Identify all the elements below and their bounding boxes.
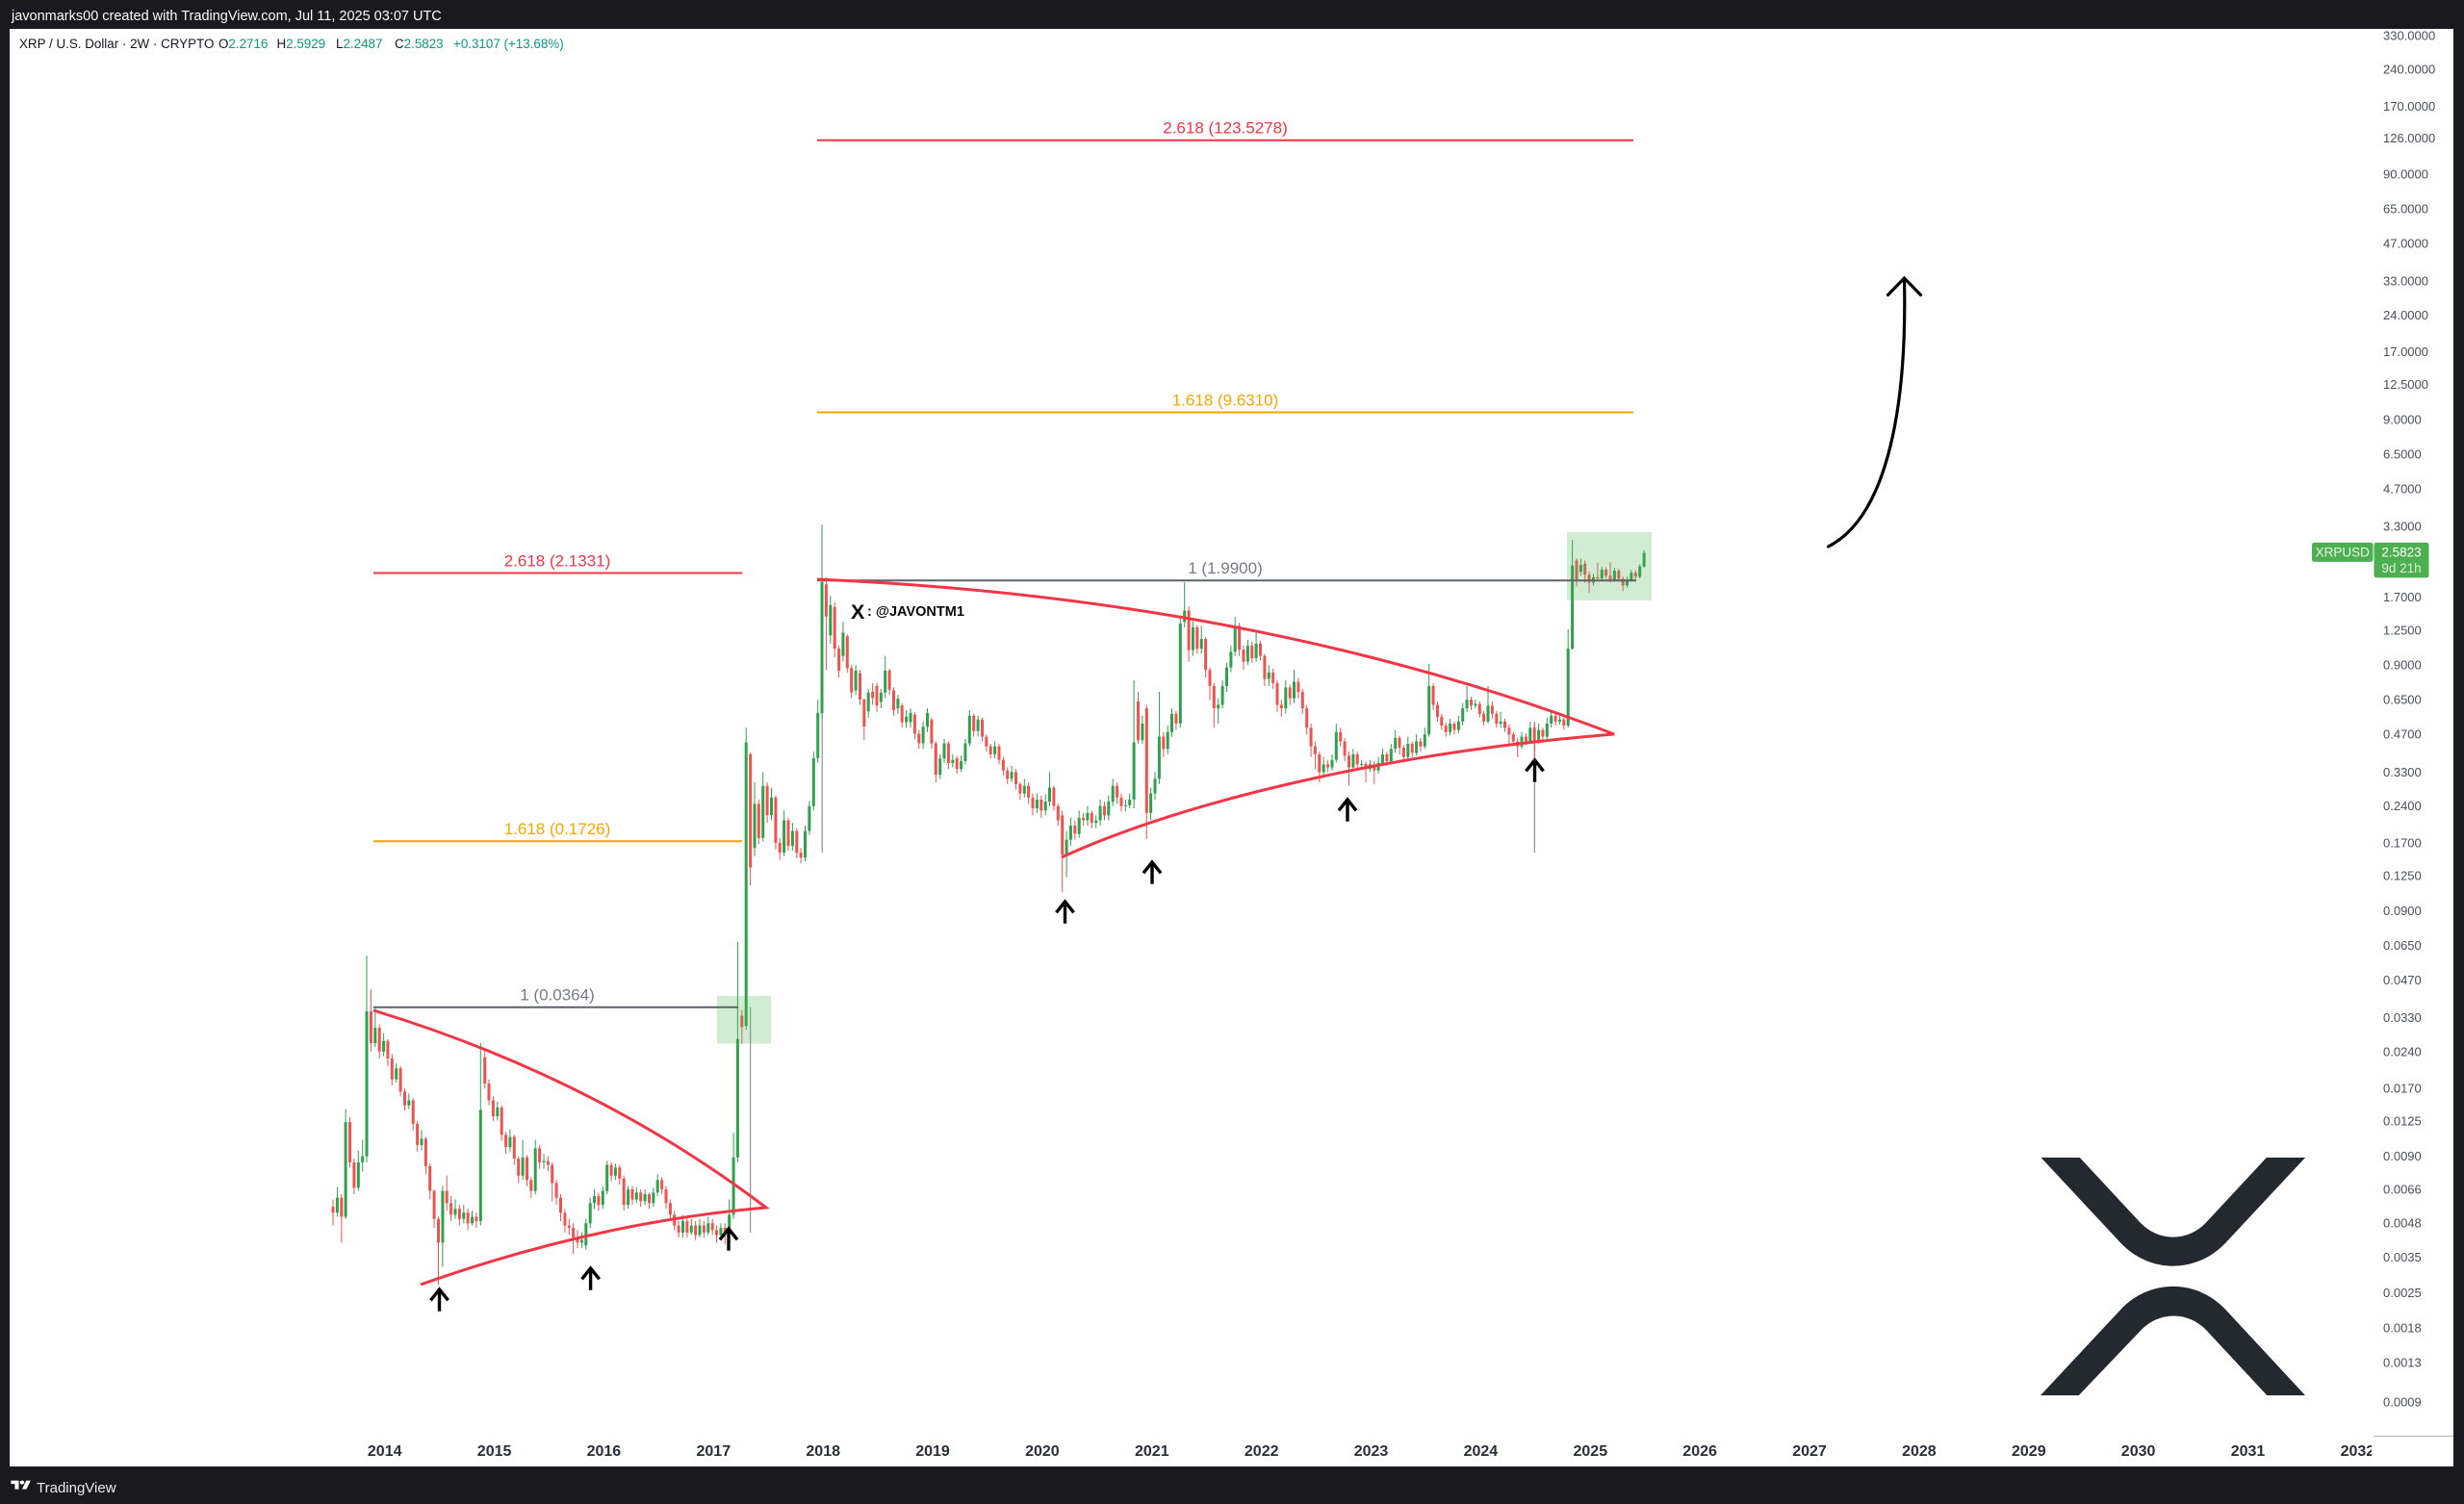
svg-text:240.0000: 240.0000 — [2383, 63, 2435, 77]
svg-text:4.7000: 4.7000 — [2383, 482, 2422, 497]
svg-text:17.0000: 17.0000 — [2383, 344, 2428, 359]
svg-text:9d 21h: 9d 21h — [2381, 561, 2421, 575]
svg-text:2021: 2021 — [1135, 1443, 1169, 1460]
svg-text:0.0125: 0.0125 — [2383, 1114, 2422, 1129]
svg-text:12.5000: 12.5000 — [2383, 377, 2428, 392]
svg-text:C2.5823: C2.5823 — [395, 37, 444, 51]
svg-text:0.4700: 0.4700 — [2383, 727, 2422, 742]
svg-text:2016: 2016 — [587, 1443, 622, 1460]
svg-text:0.0240: 0.0240 — [2383, 1044, 2422, 1058]
svg-text:0.0013: 0.0013 — [2383, 1356, 2422, 1370]
svg-text:0.0009: 0.0009 — [2383, 1394, 2422, 1409]
svg-text:0.0330: 0.0330 — [2383, 1010, 2422, 1025]
svg-text:24.0000: 24.0000 — [2383, 308, 2428, 322]
svg-text:2014: 2014 — [368, 1443, 402, 1460]
svg-text:0.0048: 0.0048 — [2383, 1216, 2422, 1231]
svg-text:2030: 2030 — [2121, 1443, 2156, 1460]
svg-text:3.3000: 3.3000 — [2383, 520, 2422, 534]
svg-text:2032: 2032 — [2341, 1443, 2375, 1460]
svg-text:2018: 2018 — [806, 1443, 840, 1460]
svg-text:2026: 2026 — [1682, 1443, 1717, 1460]
svg-text:47.0000: 47.0000 — [2383, 236, 2428, 250]
svg-text:2019: 2019 — [915, 1443, 950, 1460]
svg-text:2029: 2029 — [2012, 1443, 2046, 1460]
svg-text:2.5823: 2.5823 — [2381, 546, 2421, 560]
svg-text:2025: 2025 — [1574, 1443, 1608, 1460]
svg-text:H2.5929: H2.5929 — [277, 37, 326, 51]
svg-text:170.0000: 170.0000 — [2383, 99, 2435, 114]
svg-text:0.9000: 0.9000 — [2383, 658, 2422, 673]
svg-text:0.0900: 0.0900 — [2383, 904, 2422, 918]
svg-text:2028: 2028 — [1902, 1443, 1937, 1460]
svg-text:+0.3107 (+13.68%): +0.3107 (+13.68%) — [453, 37, 564, 51]
svg-text:90.0000: 90.0000 — [2383, 166, 2428, 181]
svg-text:2022: 2022 — [1245, 1443, 1279, 1460]
svg-text:0.0170: 0.0170 — [2383, 1082, 2422, 1096]
svg-text:1.618 (0.1726): 1.618 (0.1726) — [504, 820, 611, 838]
svg-text:2027: 2027 — [1792, 1443, 1827, 1460]
svg-text:0.1250: 0.1250 — [2383, 869, 2422, 883]
svg-text:: @JAVONTM1: : @JAVONTM1 — [867, 604, 964, 620]
svg-text:2023: 2023 — [1354, 1443, 1389, 1460]
svg-text:2.618 (123.5278): 2.618 (123.5278) — [1163, 119, 1288, 138]
svg-text:1 (0.0364): 1 (0.0364) — [520, 986, 595, 1005]
svg-text:0.6500: 0.6500 — [2383, 693, 2422, 707]
svg-text:1 (1.9900): 1 (1.9900) — [1188, 559, 1263, 577]
svg-text:2015: 2015 — [477, 1443, 512, 1460]
svg-text:0.0066: 0.0066 — [2383, 1183, 2422, 1197]
svg-text:2.618 (2.1331): 2.618 (2.1331) — [504, 552, 611, 571]
svg-text:33.0000: 33.0000 — [2383, 274, 2428, 289]
svg-text:javonmarks00 created with Trad: javonmarks00 created with TradingView.co… — [11, 9, 442, 24]
svg-text:X: X — [851, 600, 865, 624]
svg-text:2017: 2017 — [697, 1443, 732, 1460]
svg-text:6.5000: 6.5000 — [2383, 447, 2422, 462]
svg-text:330.0000: 330.0000 — [2383, 28, 2435, 42]
svg-text:O2.2716: O2.2716 — [218, 37, 268, 51]
svg-text:1.7000: 1.7000 — [2383, 590, 2422, 604]
svg-text:0.0090: 0.0090 — [2383, 1149, 2422, 1163]
svg-text:0.0035: 0.0035 — [2383, 1250, 2422, 1264]
svg-text:TradingView: TradingView — [37, 1480, 116, 1496]
svg-text:L2.2487: L2.2487 — [336, 37, 382, 51]
svg-text:XRP / U.S. Dollar · 2W · CRYPT: XRP / U.S. Dollar · 2W · CRYPTO — [19, 37, 214, 51]
svg-text:2020: 2020 — [1025, 1443, 1060, 1460]
svg-text:1.618 (9.6310): 1.618 (9.6310) — [1172, 392, 1279, 410]
svg-text:0.1700: 0.1700 — [2383, 835, 2422, 850]
svg-text:0.0470: 0.0470 — [2383, 973, 2422, 987]
svg-text:0.0650: 0.0650 — [2383, 938, 2422, 953]
svg-text:9.0000: 9.0000 — [2383, 413, 2422, 427]
svg-text:2031: 2031 — [2231, 1443, 2266, 1460]
svg-text:XRPUSD: XRPUSD — [2316, 546, 2371, 560]
svg-text:0.2400: 0.2400 — [2383, 799, 2422, 813]
svg-text:0.3300: 0.3300 — [2383, 765, 2422, 779]
svg-text:2024: 2024 — [1464, 1443, 1499, 1460]
svg-text:1.2500: 1.2500 — [2383, 623, 2422, 637]
svg-text:0.0018: 0.0018 — [2383, 1321, 2422, 1336]
svg-text:0.0025: 0.0025 — [2383, 1286, 2422, 1300]
svg-text:65.0000: 65.0000 — [2383, 201, 2428, 216]
svg-text:126.0000: 126.0000 — [2383, 131, 2435, 145]
